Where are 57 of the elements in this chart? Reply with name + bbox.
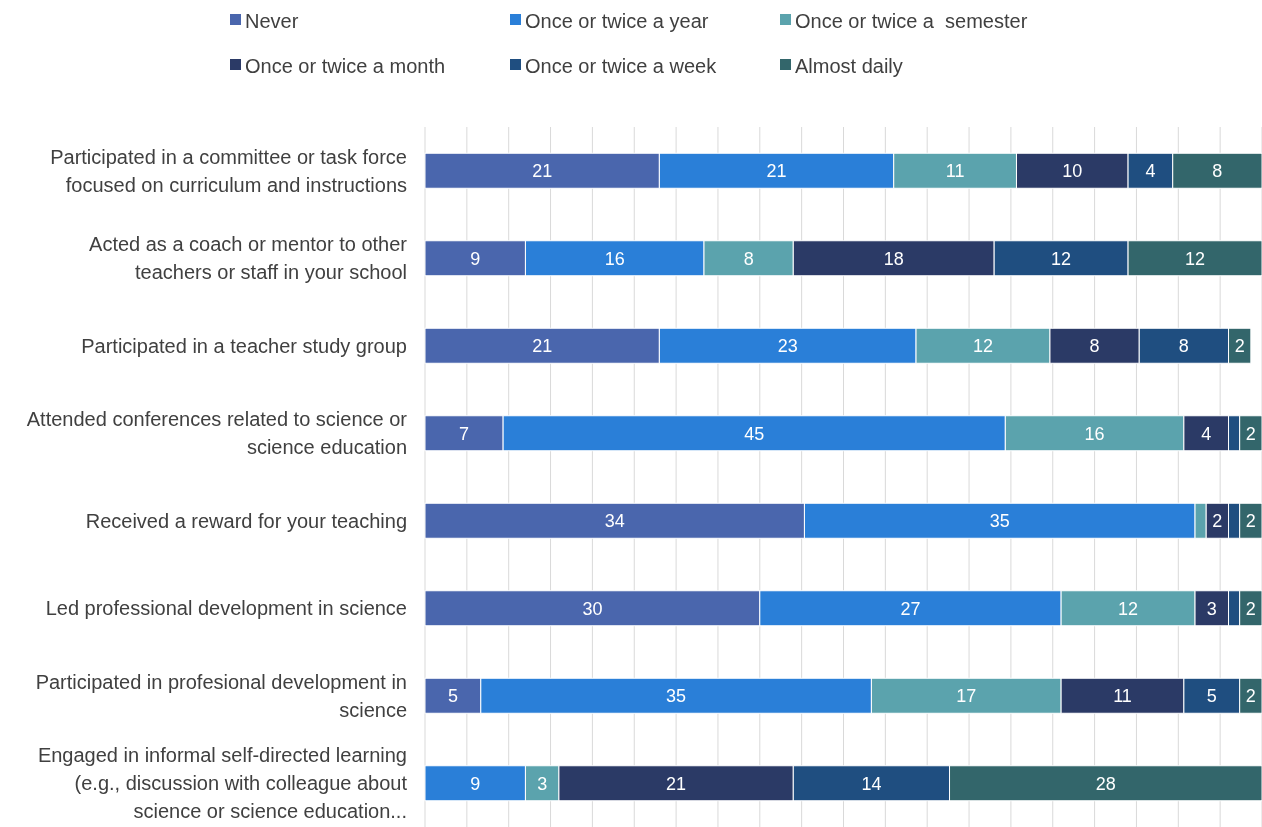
y-tick-label: Participated in a teacher study group [81, 334, 407, 357]
data-label: 30 [582, 598, 603, 619]
y-tick-label: Led professional development in science [45, 597, 407, 620]
y-tick-label: Engaged in informal self-directed learning (e.g., discussion with colleague about science or science education... [37, 744, 408, 823]
data-label: 12 [1118, 598, 1139, 619]
data-label: 11 [1113, 686, 1132, 707]
data-label: 23 [777, 336, 798, 357]
legend-label: Once or twice a month [245, 55, 446, 77]
data-label: 34 [604, 511, 625, 532]
data-label: 35 [666, 686, 687, 707]
data-label: 28 [1095, 773, 1116, 794]
data-label: 18 [883, 248, 904, 269]
data-label: 12 [1051, 248, 1072, 269]
y-tick-label: Attended conferences related to science or science education [26, 408, 408, 459]
data-label: 14 [861, 773, 882, 794]
data-label: 17 [956, 686, 977, 707]
data-label: 2 [1245, 423, 1256, 444]
data-label: 9 [470, 773, 481, 794]
data-label: 8 [1212, 161, 1223, 182]
legend-label: Once or twice a semester [795, 10, 1028, 32]
data-label: 10 [1062, 161, 1083, 182]
data-label: 4 [1201, 423, 1212, 444]
data-label: 8 [1089, 336, 1100, 357]
data-label: 27 [900, 598, 921, 619]
data-label: 2 [1234, 336, 1245, 357]
data-label: 5 [1206, 686, 1217, 707]
data-label: 2 [1212, 511, 1223, 532]
data-label: 2 [1245, 511, 1256, 532]
data-label: 16 [604, 248, 625, 269]
data-label: 21 [532, 161, 553, 182]
data-label: 12 [972, 336, 994, 357]
legend-label: Never [245, 10, 299, 32]
data-label: 5 [447, 686, 458, 707]
data-label: 12 [1185, 248, 1206, 269]
data-label: 35 [989, 511, 1010, 532]
data-label: 2 [1245, 598, 1256, 619]
data-label: 16 [1084, 423, 1105, 444]
data-label: 21 [532, 336, 553, 357]
data-label: 3 [537, 773, 548, 794]
legend-label: Once or twice a year [525, 10, 709, 32]
legend-label: Almost daily [795, 55, 903, 77]
y-tick-label: Acted as a coach or mentor to other teachers or staff in your school [89, 233, 408, 284]
data-label: 4 [1145, 161, 1156, 182]
y-tick-label: Participated in a committee or task force focused on curriculum and instructions [50, 145, 407, 196]
data-label: 8 [1178, 336, 1189, 357]
data-label: 21 [766, 161, 787, 182]
data-label: 3 [1206, 598, 1217, 619]
data-label: 9 [470, 248, 481, 269]
data-label: 45 [744, 423, 765, 444]
data-label: 2 [1245, 686, 1256, 707]
y-tick-label: Received a reward for your teaching [85, 509, 407, 532]
data-label: 8 [743, 248, 754, 269]
data-label: 7 [459, 423, 470, 444]
y-tick-label: Participated in profesional development in science [35, 670, 407, 721]
data-label: 21 [666, 773, 687, 794]
legend-label: Once or twice a week [525, 55, 718, 77]
data-label: 11 [945, 161, 965, 182]
